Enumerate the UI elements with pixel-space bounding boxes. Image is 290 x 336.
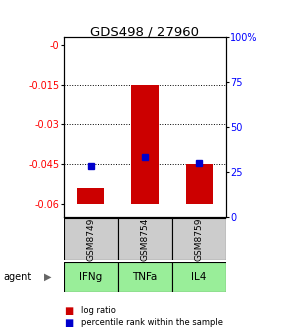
- Text: ■: ■: [64, 318, 73, 328]
- Text: TNFa: TNFa: [132, 272, 158, 282]
- Text: IL4: IL4: [191, 272, 207, 282]
- Bar: [64, 262, 118, 292]
- Bar: [131, 85, 159, 204]
- Bar: [186, 164, 213, 204]
- Bar: [118, 262, 172, 292]
- Bar: [77, 187, 104, 204]
- Text: ▶: ▶: [44, 272, 52, 282]
- Text: GSM8754: GSM8754: [140, 218, 150, 261]
- Text: IFNg: IFNg: [79, 272, 102, 282]
- Text: agent: agent: [3, 272, 31, 282]
- Text: GSM8759: GSM8759: [195, 218, 204, 261]
- Text: log ratio: log ratio: [81, 306, 116, 315]
- Bar: [172, 218, 226, 260]
- Text: ■: ■: [64, 306, 73, 316]
- Bar: [64, 218, 118, 260]
- Text: percentile rank within the sample: percentile rank within the sample: [81, 318, 223, 327]
- Text: GSM8749: GSM8749: [86, 218, 95, 261]
- Bar: [118, 218, 172, 260]
- Bar: [172, 262, 226, 292]
- Text: GDS498 / 27960: GDS498 / 27960: [90, 26, 200, 38]
